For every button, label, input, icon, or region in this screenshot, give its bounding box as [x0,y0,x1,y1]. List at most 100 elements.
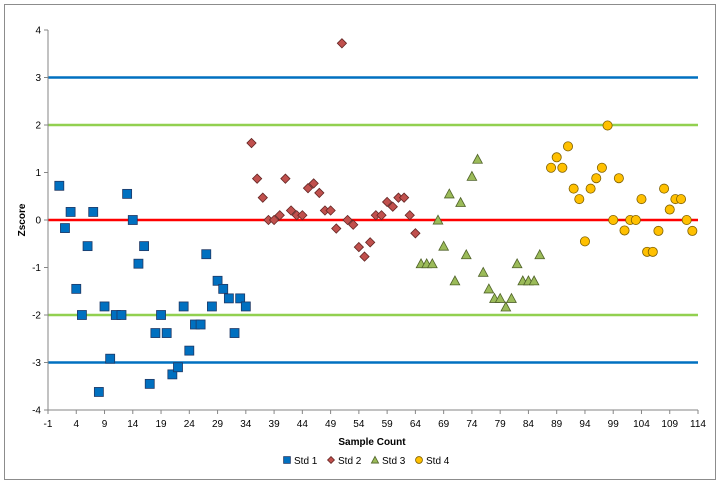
data-point [167,369,178,380]
legend: Std 1 Std 2 Std 3 Std 4 [283,455,450,467]
data-point [308,178,319,189]
data-point [681,214,692,225]
data-point [636,194,647,205]
data-point [574,194,585,205]
data-point [161,328,172,338]
legend-label-4: Std 4 [426,456,450,467]
data-point [494,292,506,303]
data-point [156,310,166,320]
data-point [449,275,461,286]
data-points [54,38,698,397]
data-point [246,137,257,149]
data-point [336,38,348,49]
data-point [483,283,495,294]
x-tick-label: 69 [438,419,450,430]
x-tick-label: 29 [212,419,224,430]
data-point [77,310,87,320]
data-point [460,249,472,260]
y-tick-label: 1 [35,168,41,179]
x-tick-label: 14 [127,419,139,430]
data-point [591,173,602,184]
data-point [534,249,546,260]
data-point [410,228,421,239]
chart-frame [4,4,716,480]
data-point [443,188,455,199]
data-point [223,293,234,304]
data-point [150,328,161,338]
data-point [506,292,517,303]
data-point [144,378,155,389]
data-point [619,225,630,236]
data-point [54,180,65,191]
data-point [93,387,104,397]
data-point [173,362,183,373]
data-point [579,236,590,247]
data-point [432,214,444,225]
legend-label-1: Std 1 [294,456,318,467]
data-point [613,173,624,184]
data-point [404,210,415,221]
data-point [359,251,370,262]
data-point [353,241,365,253]
data-point [647,246,658,257]
data-point [218,283,229,294]
legend-label-3: Std 3 [382,456,406,467]
x-tick-label: 104 [633,419,650,430]
data-point [65,207,76,217]
data-point [139,241,149,252]
legend-marker-3 [370,455,380,464]
data-point [251,173,263,184]
legend-marker-4 [415,456,423,464]
x-axis-title: Sample Count [338,437,406,448]
x-tick-label: 54 [353,419,365,430]
y-tick-label: 4 [35,26,41,37]
data-point [426,258,438,269]
data-point [466,170,478,181]
y-tick-label: -1 [32,263,41,274]
x-tick-label: 44 [297,419,309,430]
y-tick-label: 2 [35,121,41,132]
y-tick-label: -4 [32,406,41,417]
data-point [105,353,116,364]
x-tick-label: 114 [690,419,706,430]
data-point [376,210,387,221]
data-point [184,345,195,356]
x-tick-label: -1 [44,419,53,430]
series-1 [54,180,251,397]
data-point [664,204,675,215]
data-point [240,301,251,312]
data-point [280,173,291,184]
data-point [297,210,308,221]
x-tick-label: 89 [551,419,563,430]
x-tick-label: 49 [325,419,337,430]
data-point [551,152,562,163]
legend-label-2: Std 2 [338,456,362,467]
data-point [207,301,217,312]
data-point [687,225,698,236]
x-tick-label: 34 [240,419,252,430]
x-tick-label: 64 [410,419,422,430]
data-point [608,214,619,225]
data-point [133,258,144,269]
data-point [116,310,127,320]
legend-marker-1 [283,456,291,464]
x-tick-label: 79 [495,419,507,430]
data-point [178,301,189,312]
data-point [201,249,212,260]
data-point [99,301,110,312]
data-point [546,162,557,173]
data-point [365,237,376,248]
data-point [511,258,523,269]
x-tick-label: 99 [608,419,620,430]
data-point [285,205,297,216]
data-point [602,120,613,131]
y-tick-label: 3 [35,73,41,84]
data-point [325,205,336,216]
data-point [455,196,467,207]
x-tick-label: 24 [184,419,196,430]
data-point [88,207,99,217]
data-point [563,141,574,152]
data-point [268,214,280,226]
data-point [212,275,223,286]
data-point [387,201,398,212]
